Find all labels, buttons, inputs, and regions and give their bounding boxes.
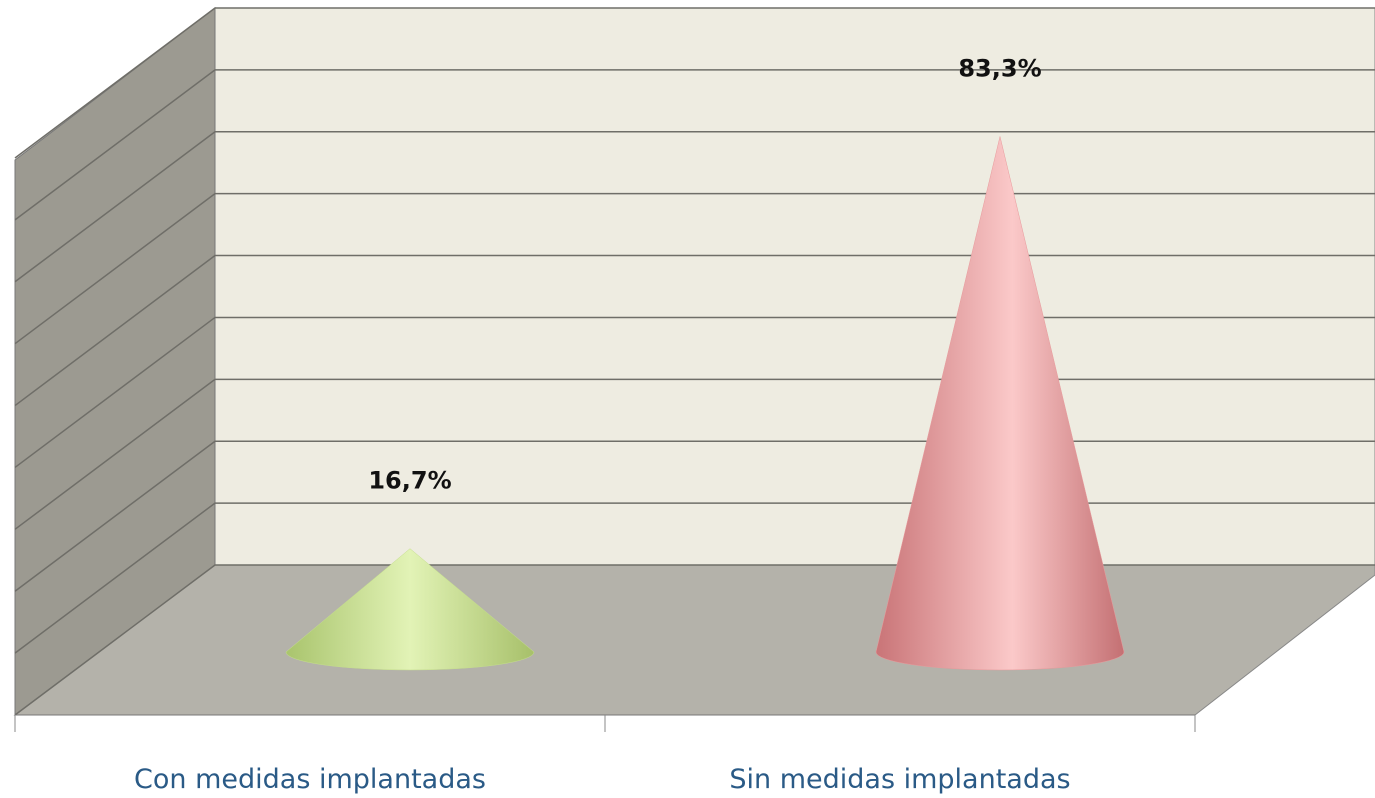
value-label: 83,3% — [958, 54, 1041, 82]
grid-line — [14, 7, 1375, 159]
cone-body — [875, 136, 1125, 671]
cone — [285, 548, 535, 671]
cone — [875, 136, 1125, 671]
x-tick-label: Sin medidas implantadas — [729, 764, 1070, 795]
floor — [13, 564, 1375, 716]
grid-line — [14, 69, 1375, 221]
value-label: 16,7% — [368, 467, 451, 495]
x-tick-label: Con medidas implantadas — [134, 764, 486, 795]
grid-line — [14, 131, 1375, 283]
cone-body — [285, 548, 535, 671]
